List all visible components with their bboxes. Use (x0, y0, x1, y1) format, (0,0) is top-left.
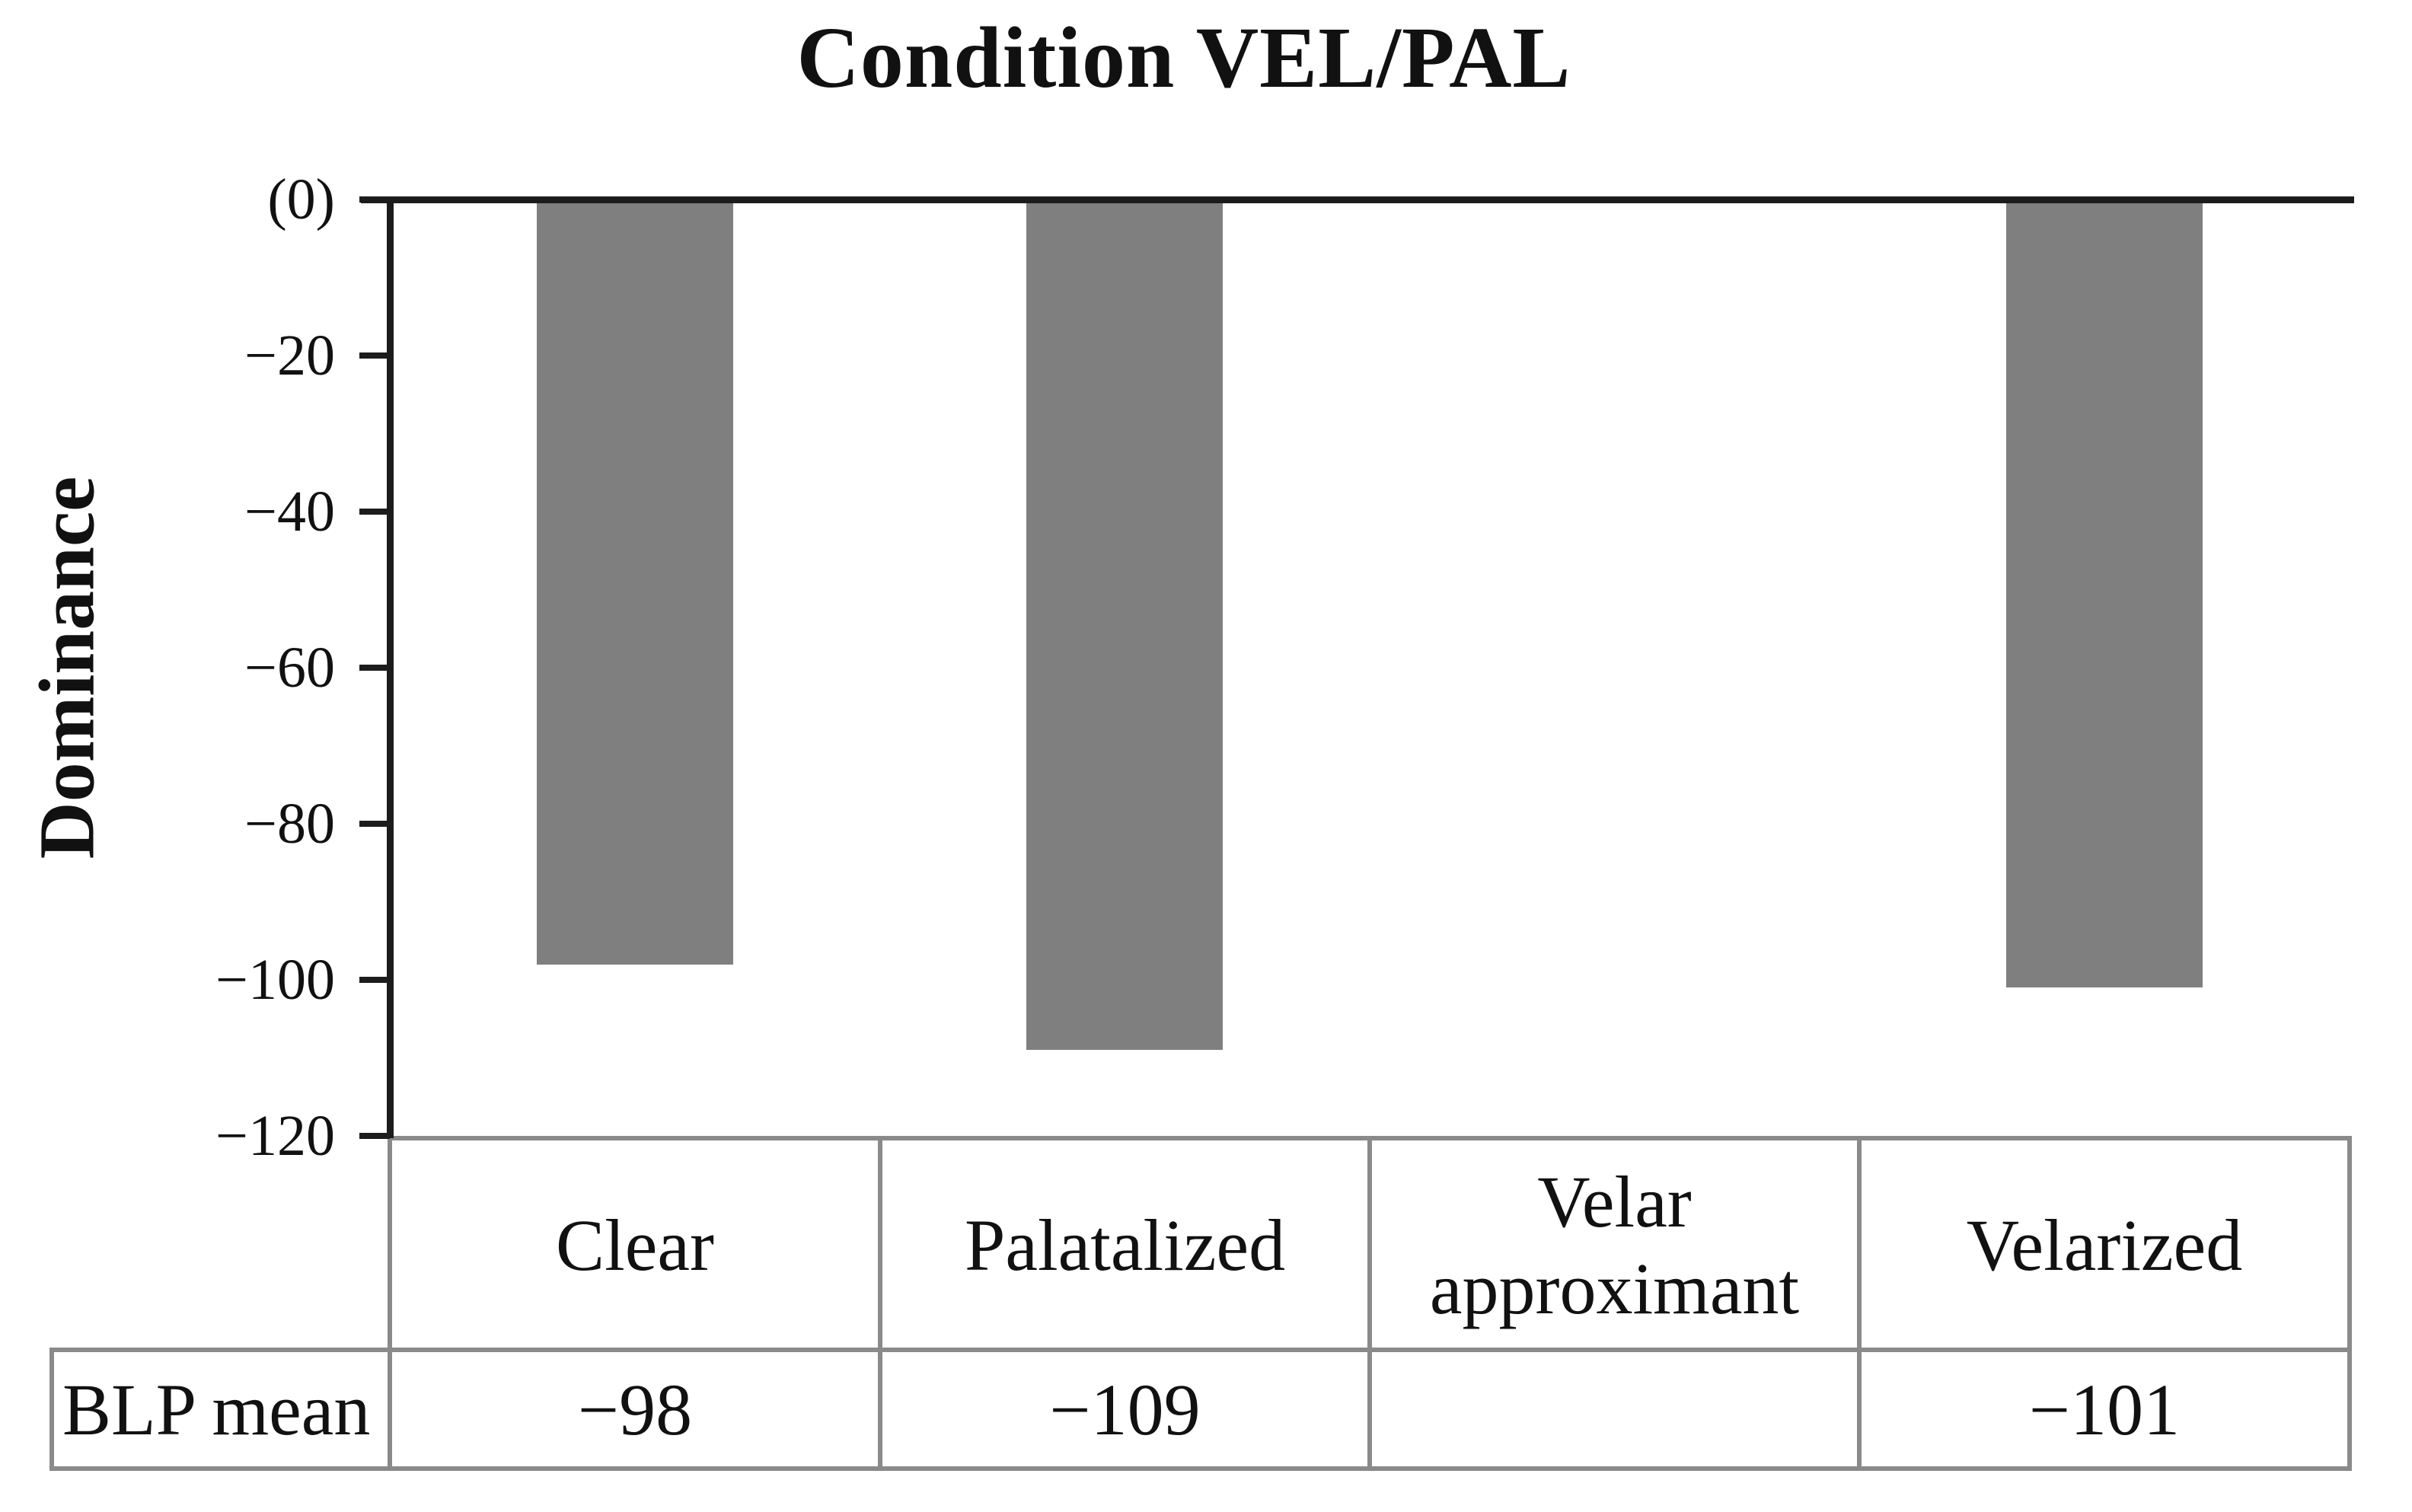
y-tick (359, 1133, 390, 1139)
table-column-border-2 (878, 1136, 882, 1471)
y-tick-label: −100 (215, 948, 335, 1012)
y-tick-label: −20 (244, 324, 335, 388)
table-column-border-1 (388, 1136, 392, 1471)
y-tick (359, 821, 390, 827)
table-right-border (2347, 1136, 2352, 1471)
bar-velarized (2006, 203, 2203, 987)
x-axis-zero-line (361, 196, 2354, 203)
y-tick (359, 196, 390, 203)
y-tick (359, 665, 390, 671)
bar-clear (537, 203, 733, 965)
y-tick (359, 352, 390, 359)
y-axis-line (387, 196, 394, 1138)
category-header-palatalized: Palatalized (964, 1204, 1286, 1286)
y-tick-label: −40 (244, 480, 335, 544)
table-column-border-4 (1857, 1136, 1862, 1471)
category-header-velarized: Velarized (1966, 1204, 2243, 1286)
y-tick (359, 977, 390, 983)
category-header-velar-approximant: Velar approximant (1429, 1161, 1800, 1329)
y-tick-label: −120 (215, 1104, 335, 1168)
row-header-blp-mean: BLP mean (62, 1368, 371, 1450)
y-tick-label: (0) (267, 167, 335, 231)
table-left-border (49, 1348, 54, 1471)
bar-palatalized (1026, 203, 1223, 1050)
y-tick (359, 509, 390, 515)
y-tick-label: −60 (244, 636, 335, 700)
table-column-border-3 (1367, 1136, 1372, 1471)
value-cell-velarized: −101 (2028, 1368, 2181, 1450)
value-cell-clear: −98 (577, 1368, 693, 1450)
y-tick-label: −80 (244, 792, 335, 856)
value-cell-palatalized: −109 (1049, 1368, 1201, 1450)
chart-title: Condition VEL/PAL (796, 9, 1571, 106)
value-cell-velar-approximant (1370, 1354, 1859, 1464)
table-middle-border (49, 1348, 2352, 1352)
table-bottom-border (49, 1466, 2352, 1471)
category-header-clear: Clear (556, 1204, 714, 1286)
